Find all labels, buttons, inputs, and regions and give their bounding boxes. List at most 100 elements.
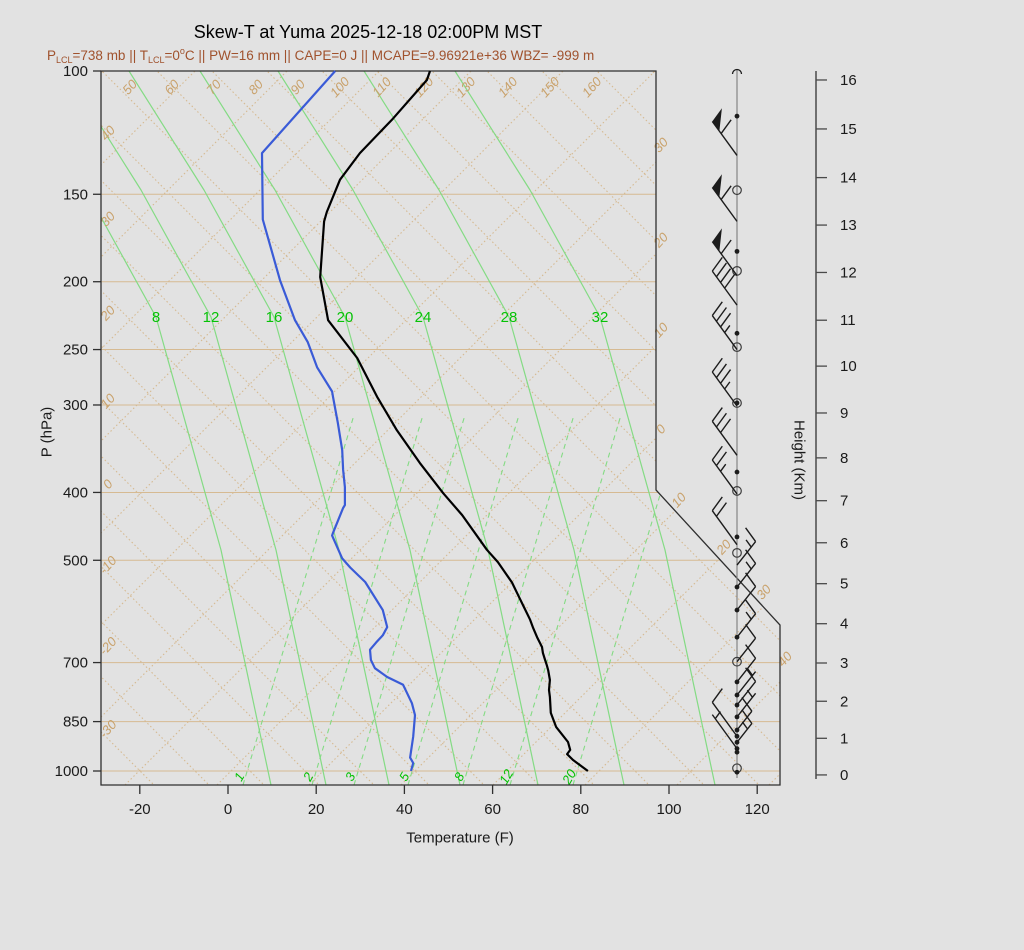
wind-barb [711, 301, 738, 350]
height-tick-label: 13 [840, 217, 857, 234]
plot-interior [101, 71, 780, 785]
height-tick-label: 4 [840, 616, 848, 633]
wind-barb [736, 667, 757, 696]
wind-barb [736, 709, 753, 743]
temperature-tick-label: 60 [484, 801, 501, 818]
wind-barb [736, 549, 757, 588]
mixing-ratio-lines [242, 414, 685, 785]
svg-text:16: 16 [266, 309, 283, 326]
wind-barb [736, 527, 757, 566]
svg-text:20: 20 [337, 309, 354, 326]
temperature-tick-label: 0 [224, 801, 232, 818]
station-circle [732, 486, 742, 496]
wind-barb [711, 108, 738, 156]
height-tick-label: 1 [840, 730, 848, 747]
station-dot [734, 248, 740, 254]
height-axis-label: Height (Km) [790, 419, 808, 501]
station-circle [732, 398, 742, 408]
dry-adiabat-lines [101, 71, 780, 785]
pressure-tick-label: 500 [63, 552, 88, 569]
moist-adiabat-labels: 8 12 16 20 24 28 32 [152, 309, 609, 326]
pressure-axis-label: P (hPa) [38, 406, 56, 458]
temperature-curve [319, 70, 589, 772]
wind-barb [736, 667, 757, 706]
pressure-tick-label: 700 [63, 655, 88, 672]
temperature-tick-label: 40 [396, 801, 413, 818]
svg-text:20: 20 [558, 766, 579, 788]
wind-barb [711, 357, 738, 407]
moist-adiabat-lines [101, 71, 716, 785]
wind-barb [711, 711, 738, 750]
height-tick-label: 2 [840, 693, 848, 710]
wind-barb [736, 644, 757, 683]
wind-barb [711, 407, 738, 456]
wind-barb [711, 445, 738, 495]
height-tick-label: 0 [840, 767, 848, 784]
svg-text:28: 28 [501, 309, 518, 326]
temperature-tick-label: 120 [745, 801, 770, 818]
temperature-axis: -20 0 20 40 60 80 100 120 [129, 785, 770, 818]
height-tick-label: 3 [840, 655, 848, 672]
wind-barb [736, 697, 753, 731]
temperature-tick-label: -20 [129, 801, 151, 818]
height-tick-label: 11 [840, 312, 856, 329]
height-tick-label: 5 [840, 576, 848, 593]
station-dot [734, 469, 740, 475]
station-dot [734, 534, 740, 540]
height-tick-label: 16 [840, 72, 857, 89]
svg-text:24: 24 [415, 309, 432, 326]
station-circle [732, 342, 742, 353]
temperature-axis-label: Temperature (F) [406, 829, 514, 847]
chart-subtitle: PLCL=738 mb || TLCL=0oC || PW=16 mm || C… [47, 46, 595, 65]
wind-barb-column [711, 68, 757, 778]
svg-text:32: 32 [592, 309, 609, 326]
height-tick-label: 8 [840, 450, 848, 467]
pressure-tick-label: 150 [63, 186, 88, 203]
height-tick-label: 7 [840, 493, 848, 510]
svg-text:8: 8 [152, 309, 160, 326]
height-tick-label: 10 [840, 358, 857, 375]
temperature-tick-label: 20 [308, 801, 325, 818]
dewpoint-curve [260, 70, 417, 772]
wind-barb [711, 256, 738, 306]
station-dot [734, 749, 740, 755]
temperature-tick-label: 100 [656, 801, 681, 818]
wind-barb [736, 623, 757, 663]
pressure-tick-label: 200 [63, 274, 88, 291]
calm-wind-icon [731, 68, 743, 75]
wind-barb [711, 174, 738, 222]
chart-title: Skew-T at Yuma 2025-12-18 02:00PM MST [193, 22, 543, 42]
station-circle [732, 547, 742, 558]
height-tick-label: 9 [840, 405, 848, 422]
temperature-tick-label: 80 [572, 801, 589, 818]
pressure-tick-label: 100 [63, 63, 88, 80]
wind-barb [711, 496, 738, 546]
pressure-axis: 100 150 200 250 300 400 500 700 850 1000 [55, 63, 101, 780]
height-tick-label: 12 [840, 264, 857, 281]
isotherm-lines [101, 71, 780, 785]
pressure-tick-label: 1000 [55, 763, 88, 780]
svg-text:12: 12 [203, 309, 220, 326]
station-circle [732, 185, 742, 196]
station-dot [734, 769, 740, 775]
pressure-tick-label: 300 [63, 397, 88, 414]
pressure-tick-label: 250 [63, 342, 88, 359]
plot-border [100, 70, 781, 786]
pressure-tick-label: 400 [63, 484, 88, 501]
height-tick-label: 14 [840, 170, 857, 187]
wind-barb [736, 572, 757, 611]
height-tick-label: 6 [840, 535, 848, 552]
wind-barb [711, 688, 738, 737]
station-dot [734, 330, 740, 336]
station-dot [734, 113, 740, 119]
pressure-gridlines [101, 193, 780, 772]
pressure-tick-label: 850 [63, 714, 88, 731]
station-circle [732, 656, 742, 667]
height-tick-label: 15 [840, 121, 857, 138]
wind-barb [711, 228, 738, 276]
wind-barb [736, 689, 757, 718]
